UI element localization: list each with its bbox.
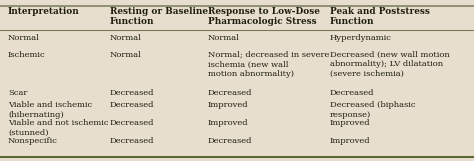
Text: Peak and Poststress
Function: Peak and Poststress Function	[330, 6, 430, 26]
Text: Decreased: Decreased	[330, 89, 374, 97]
Text: Decreased: Decreased	[110, 119, 155, 127]
Text: Decreased (new wall motion
abnormality); LV dilatation
(severe ischemia): Decreased (new wall motion abnormality);…	[330, 51, 450, 78]
Text: Improved: Improved	[208, 101, 249, 109]
Text: Normal; decreased in severe
ischemia (new wall
motion abnormality): Normal; decreased in severe ischemia (ne…	[208, 51, 329, 78]
Text: Decreased: Decreased	[208, 137, 253, 145]
Text: Resting or Baseline
Function: Resting or Baseline Function	[110, 6, 208, 26]
Text: Viable and not ischemic
(stunned): Viable and not ischemic (stunned)	[8, 119, 109, 137]
Text: Normal: Normal	[110, 34, 142, 42]
Text: Viable and ischemic
(hibernating): Viable and ischemic (hibernating)	[8, 101, 92, 118]
Text: Normal: Normal	[110, 51, 142, 59]
Text: Hyperdynamic: Hyperdynamic	[330, 34, 392, 42]
Text: Ischemic: Ischemic	[8, 51, 46, 59]
Text: Decreased: Decreased	[208, 89, 253, 97]
Text: Scar: Scar	[8, 89, 27, 97]
Text: Interpretation: Interpretation	[8, 6, 80, 15]
Text: Decreased (biphasic
response): Decreased (biphasic response)	[330, 101, 416, 118]
Text: Decreased: Decreased	[110, 89, 155, 97]
Text: Normal: Normal	[8, 34, 40, 42]
Text: Normal: Normal	[208, 34, 240, 42]
Text: Improved: Improved	[330, 119, 371, 127]
Text: Decreased: Decreased	[110, 101, 155, 109]
Text: Decreased: Decreased	[110, 137, 155, 145]
Text: Improved: Improved	[208, 119, 249, 127]
Text: Response to Low-Dose
Pharmacologic Stress: Response to Low-Dose Pharmacologic Stres…	[208, 6, 320, 26]
Text: Nonspecific: Nonspecific	[8, 137, 58, 145]
Text: Improved: Improved	[330, 137, 371, 145]
